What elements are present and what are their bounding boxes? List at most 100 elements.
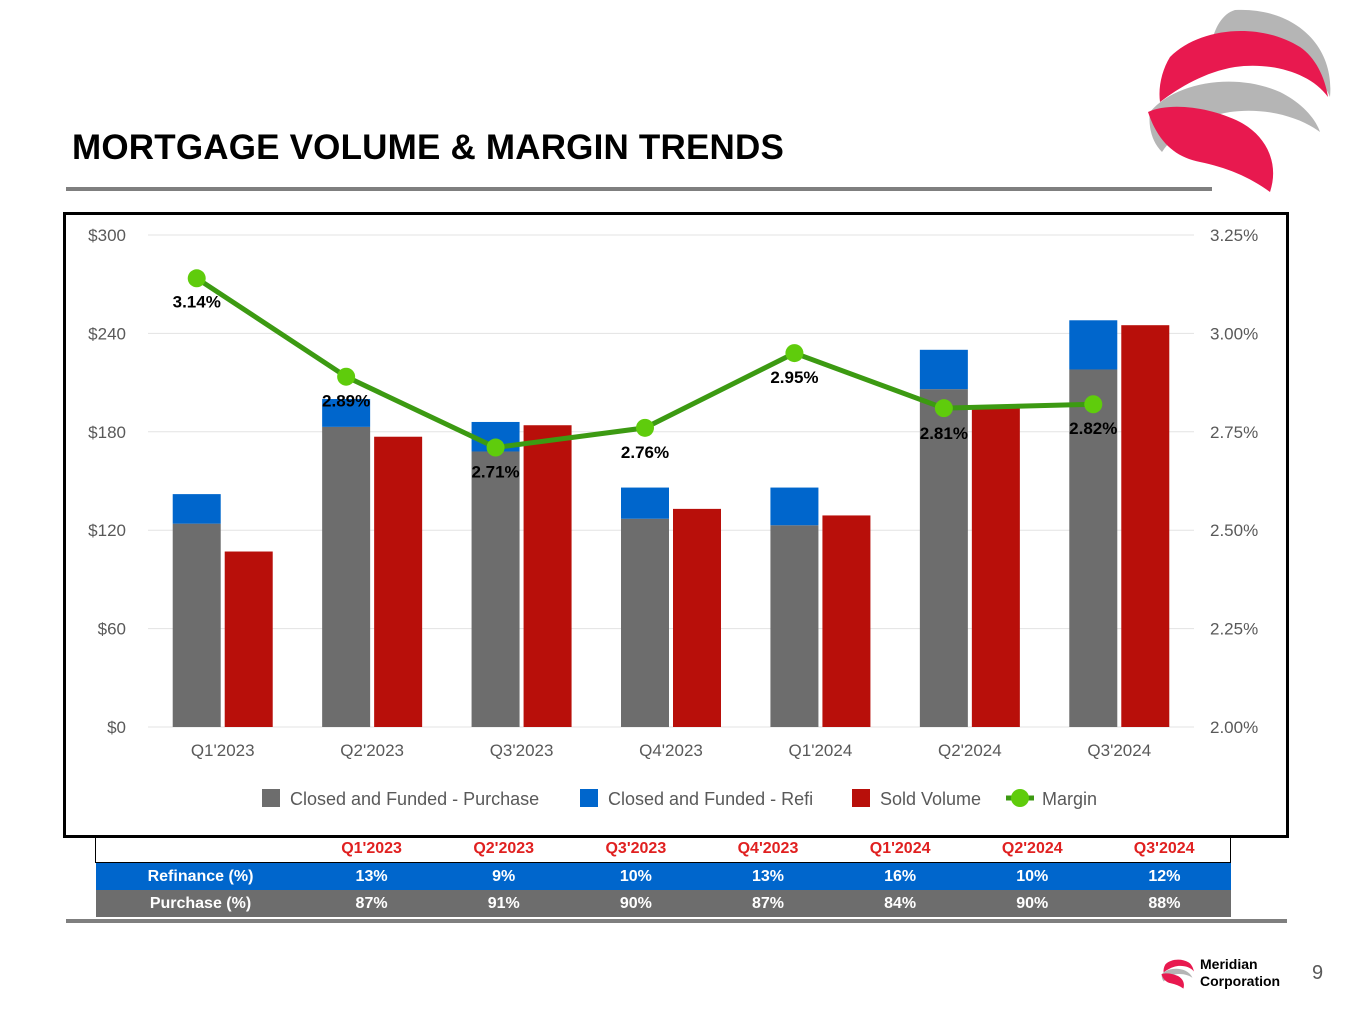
table-header-cell: Q2'2023 [437,835,570,863]
table-row-purchase: Purchase (%) 87% 91% 90% 87% 84% 90% 88% [95,890,1231,917]
margin-point [1084,395,1103,414]
table-header-row: Q1'2023 Q2'2023 Q3'2023 Q4'2023 Q1'2024 … [95,835,1232,863]
margin-point [785,344,804,363]
table-cell: 9% [437,862,570,890]
row-label: Purchase (%) [95,890,306,917]
y2-tick-label: 2.75% [1210,423,1258,442]
table-header-cell: Q1'2024 [834,835,967,863]
y-tick-label: $0 [107,718,126,737]
table-header-cell [95,835,306,863]
bar-purchase [1069,369,1118,727]
x-tick-label: Q3'2024 [1087,741,1151,760]
table-cell: 13% [701,862,835,890]
margin-point [486,438,505,457]
margin-point [636,418,654,437]
x-tick-label: Q2'2023 [340,741,404,760]
table-cell: 88% [1098,890,1231,917]
legend-label: Sold Volume [880,789,981,809]
margin-data-label: 2.71% [471,463,519,482]
x-tick-label: Q2'2024 [938,741,1002,760]
company-logo-large [1148,9,1331,192]
bar-refi [172,494,221,524]
bar-purchase [621,518,669,727]
y2-tick-label: 2.25% [1210,620,1258,639]
bar-refi [919,349,968,390]
y2-tick-label: 3.00% [1210,324,1258,343]
bar-refi [1069,320,1118,370]
x-tick-label: Q1'2024 [789,741,853,760]
company-logo-small [1161,959,1194,989]
brand-line-2: Corporation [1200,973,1281,989]
legend-label: Margin [1042,789,1097,809]
y-tick-label: $180 [88,423,126,442]
mortgage-chart: $0 $60 $120 $180 $240 $300 2.00% 2.25% 2.50% 2.7… [88,226,1258,809]
chart-frame: $0 $60 $120 $180 $240 $300 2.00% 2.25% 2.50% 2.7… [63,212,1289,838]
bar-purchase [172,523,221,727]
legend-label: Closed and Funded - Purchase [290,789,539,809]
margin-data-label: 2.76% [621,443,669,462]
bar-purchase [322,426,371,727]
table-cell: 90% [569,890,702,917]
y-tick-label: $240 [88,324,126,343]
page-title: MORTGAGE VOLUME & MARGIN TRENDS [72,128,785,167]
x-tick-label: Q1'2023 [191,741,255,760]
table-cell: 16% [834,862,967,890]
bar-purchase [770,525,819,727]
table-cell: 90% [966,890,1099,917]
margin-data-label: 2.95% [770,368,818,387]
y2-tick-label: 2.00% [1210,718,1258,737]
bar-purchase [471,451,520,727]
bar-sold [673,508,721,727]
table-cell: 12% [1098,862,1231,890]
margin-point [187,269,206,288]
table-header-cell: Q2'2024 [966,835,1099,863]
table-cell: 10% [569,862,702,890]
table-cell: 10% [966,862,1099,890]
legend-swatch [852,789,870,807]
y-tick-label: $120 [88,521,126,540]
legend-marker [1011,789,1029,807]
table-cell: 84% [834,890,967,917]
table-cell: 87% [305,890,438,917]
y-tick-label: $60 [98,620,126,639]
table-header-cell: Q4'2023 [701,835,835,863]
bar-sold [224,551,273,727]
bar-refi [770,487,819,526]
y2-tick-label: 2.50% [1210,521,1258,540]
y2-tick-label: 3.25% [1210,226,1258,245]
bar-sold [822,515,871,727]
legend-swatch [262,789,280,807]
table-header-cell: Q1'2023 [305,835,438,863]
brand-line-1: Meridian [1200,956,1258,972]
table-cell: 91% [437,890,570,917]
bar-refi [621,487,669,519]
table-header-cell: Q3'2024 [1098,835,1232,863]
margin-point [934,399,953,418]
margin-data-label: 3.14% [173,292,221,311]
margin-data-label: 2.81% [920,424,968,443]
row-label: Refinance (%) [95,862,306,890]
table-cell: 87% [701,890,835,917]
margin-data-label: 2.89% [322,392,370,411]
table-row-refinance: Refinance (%) 13% 9% 10% 13% 16% 10% 12% [95,862,1231,890]
brand-name: Meridian Corporation [1200,956,1280,990]
bar-sold [971,405,1020,727]
legend-label: Closed and Funded - Refi [608,789,813,809]
page-number: 9 [1312,962,1324,984]
bar-purchase [919,389,968,727]
table-cell: 13% [305,862,438,890]
bar-refi [322,399,371,427]
x-tick-label: Q4'2023 [639,741,703,760]
margin-data-label: 2.82% [1069,419,1117,438]
bar-sold [1121,325,1170,727]
bar-sold [523,425,572,727]
y-tick-label: $300 [88,226,126,245]
title-divider [66,187,1212,191]
volume-mix-table: Q1'2023 Q2'2023 Q3'2023 Q4'2023 Q1'2024 … [95,835,1232,917]
bar-sold [374,436,423,727]
table-header-cell: Q3'2023 [569,835,702,863]
table-divider [66,919,1287,923]
legend-swatch [580,789,598,807]
x-tick-label: Q3'2023 [490,741,554,760]
margin-point [337,367,356,386]
